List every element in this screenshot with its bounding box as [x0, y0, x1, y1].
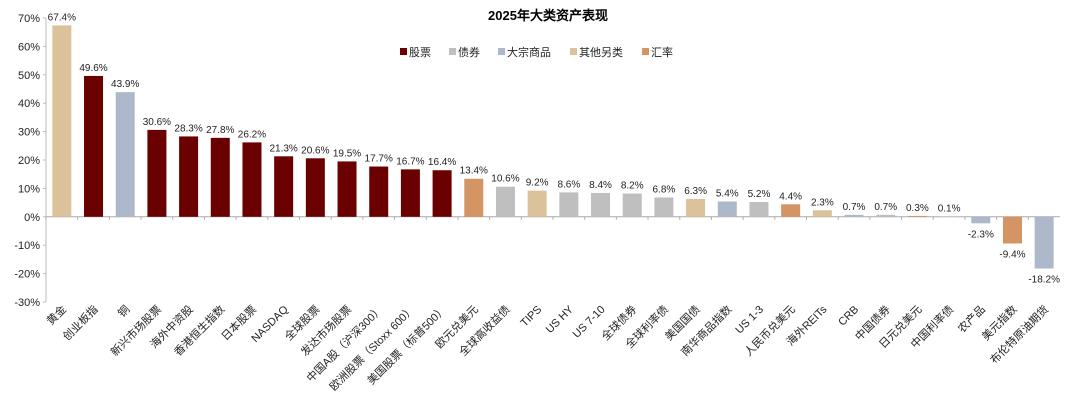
- bar: [210, 137, 230, 217]
- y-tick-label: 70%: [18, 13, 40, 25]
- legend: 股票 债券 大宗商品 其他另类 汇率: [400, 45, 673, 59]
- bar: [844, 214, 864, 217]
- bar: [115, 92, 135, 217]
- bar: [971, 216, 991, 224]
- data-label: -9.4%: [999, 249, 1025, 260]
- bar: [464, 178, 484, 217]
- data-label: 10.6%: [491, 174, 519, 185]
- y-tick-label: 40%: [18, 98, 40, 110]
- data-label: 8.2%: [621, 181, 644, 192]
- data-label: 67.4%: [48, 12, 76, 23]
- data-label: 9.2%: [526, 178, 549, 189]
- bar: [749, 202, 769, 217]
- bar: [717, 201, 737, 217]
- bar: [907, 215, 927, 217]
- bar: [305, 158, 325, 217]
- bar: [527, 190, 547, 217]
- x-tick-label: 创业板指: [60, 302, 101, 343]
- y-tick-label: 10%: [18, 183, 40, 195]
- data-label: 43.9%: [111, 79, 139, 90]
- legend-swatch: [400, 48, 407, 55]
- data-label: 6.8%: [653, 184, 676, 195]
- data-label: -18.2%: [1028, 274, 1060, 285]
- data-label: 5.4%: [716, 188, 739, 199]
- legend-swatch: [570, 48, 577, 55]
- bar: [52, 25, 72, 217]
- legend-label: 汇率: [651, 45, 673, 59]
- data-label: 28.3%: [174, 123, 202, 134]
- data-label: 2.3%: [811, 197, 834, 208]
- data-label: 8.6%: [557, 179, 580, 190]
- legend-swatch: [498, 48, 505, 55]
- data-label: -2.3%: [968, 229, 994, 240]
- legend-swatch: [642, 48, 649, 55]
- bar: [84, 75, 104, 217]
- bar: [622, 193, 642, 217]
- data-label: 13.4%: [460, 166, 488, 177]
- y-tick-label: -20%: [14, 269, 40, 281]
- y-tick-label: -30%: [14, 297, 40, 309]
- y-tick-label: 0%: [24, 212, 40, 224]
- x-tick-label: CRB: [836, 304, 861, 329]
- data-label: 20.6%: [301, 145, 329, 156]
- x-tick-label: 铜: [115, 302, 133, 320]
- legend-label: 大宗商品: [507, 45, 551, 59]
- data-label: 16.7%: [396, 156, 424, 167]
- y-tick-label: 60%: [18, 41, 40, 53]
- data-label: 26.2%: [238, 129, 266, 140]
- bar: [274, 156, 294, 217]
- bar: [432, 170, 452, 217]
- bar: [1002, 216, 1022, 244]
- data-label: 16.4%: [428, 157, 456, 168]
- data-label: 5.2%: [748, 189, 771, 200]
- data-label: 27.8%: [206, 125, 234, 136]
- bar: [654, 197, 674, 217]
- bar: [242, 142, 262, 217]
- data-label: 17.7%: [365, 154, 393, 165]
- bar: [939, 216, 959, 218]
- y-tick-label: -10%: [14, 240, 40, 252]
- data-label: 4.4%: [779, 191, 802, 202]
- bar: [369, 166, 389, 217]
- chart-title: 2025年大类资产表现: [488, 8, 608, 23]
- data-label: 0.7%: [843, 202, 866, 213]
- y-tick-label: 30%: [18, 127, 40, 139]
- data-label: 0.7%: [874, 202, 897, 213]
- bar: [686, 198, 706, 217]
- y-tick-label: 50%: [18, 70, 40, 82]
- bar: [559, 192, 579, 217]
- data-label: 6.3%: [684, 186, 707, 197]
- bar: [591, 192, 611, 217]
- data-label: 0.1%: [938, 204, 961, 215]
- legend-swatch: [449, 48, 456, 55]
- data-label: 8.4%: [589, 180, 612, 191]
- bar: [337, 161, 357, 217]
- data-label: 30.6%: [143, 117, 171, 128]
- legend-label: 债券: [458, 45, 480, 59]
- data-label: 0.3%: [906, 203, 929, 214]
- bar: [781, 204, 801, 217]
- bar: [147, 129, 167, 217]
- legend-label: 其他另类: [579, 45, 623, 59]
- legend-label: 股票: [409, 46, 431, 59]
- bar: [495, 186, 515, 217]
- data-label: 49.6%: [79, 63, 107, 74]
- data-label: 21.3%: [269, 143, 297, 154]
- bar: [1034, 216, 1054, 269]
- data-label: 19.5%: [333, 148, 361, 159]
- bar: [876, 214, 896, 217]
- x-tick-label: 黄金: [44, 302, 69, 327]
- bar: [812, 210, 832, 217]
- y-tick-label: 20%: [18, 155, 40, 167]
- bar: [179, 136, 199, 217]
- bar: [400, 169, 420, 217]
- x-tick-label: TIPS: [519, 304, 545, 330]
